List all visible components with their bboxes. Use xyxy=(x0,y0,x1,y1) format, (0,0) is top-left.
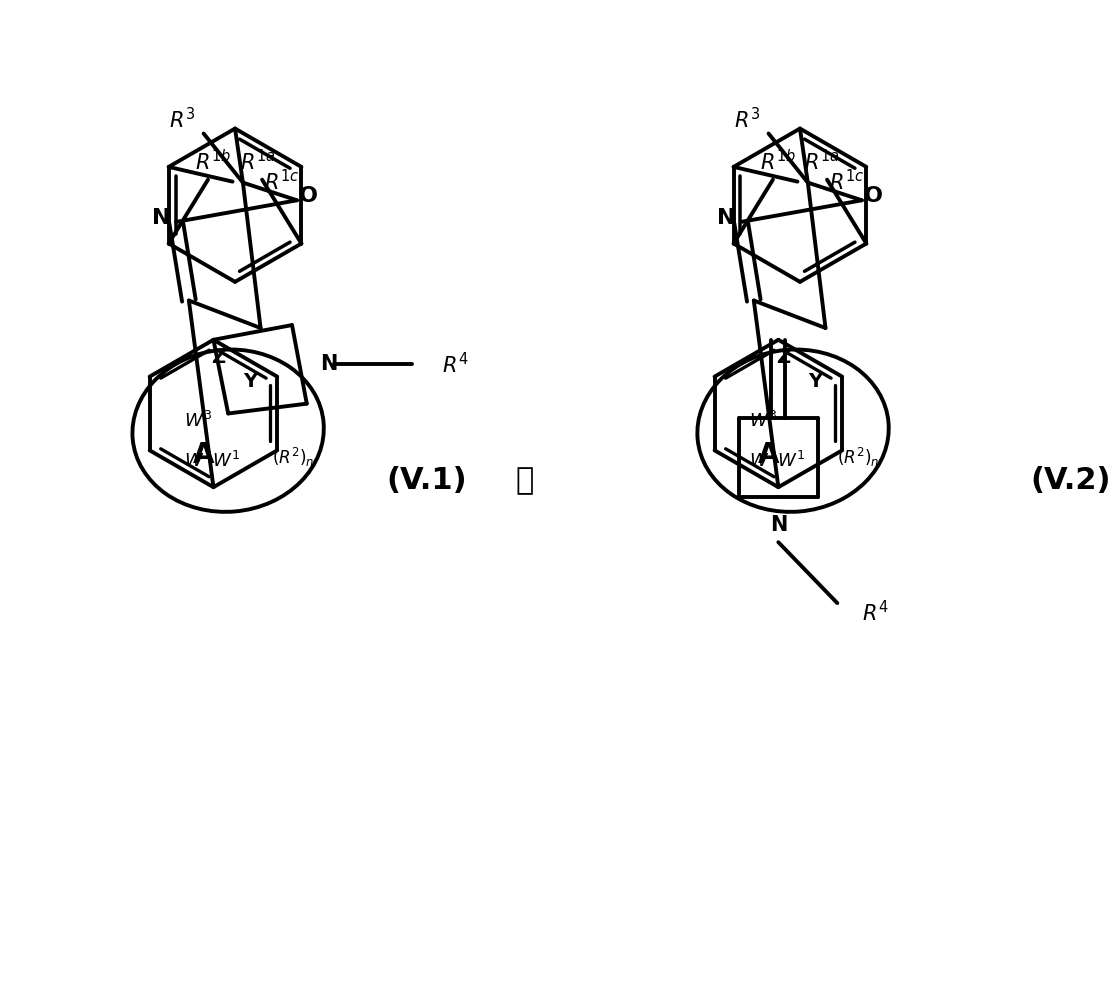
Text: $W^{3}$: $W^{3}$ xyxy=(184,412,211,431)
Text: A: A xyxy=(192,441,215,469)
Text: N: N xyxy=(320,355,338,375)
Text: $R^{1a}$: $R^{1a}$ xyxy=(805,149,839,175)
Text: (V.2): (V.2) xyxy=(1029,466,1110,495)
Text: $W^{1}$: $W^{1}$ xyxy=(777,451,805,471)
Text: $R^{3}$: $R^{3}$ xyxy=(169,107,195,132)
Text: 或: 或 xyxy=(516,466,534,495)
Text: $(R^{2})_{n}$: $(R^{2})_{n}$ xyxy=(837,446,880,469)
Text: A: A xyxy=(758,441,779,469)
Text: O: O xyxy=(864,186,883,207)
Text: $W^{2}$: $W^{2}$ xyxy=(749,451,777,471)
Text: (V.1): (V.1) xyxy=(386,466,467,495)
Text: $R^{3}$: $R^{3}$ xyxy=(734,107,760,132)
Text: O: O xyxy=(299,186,318,207)
Text: Z: Z xyxy=(777,348,790,367)
Text: $W^{1}$: $W^{1}$ xyxy=(211,451,239,471)
Text: Y: Y xyxy=(808,372,822,391)
Text: $R^{4}$: $R^{4}$ xyxy=(442,352,469,377)
Text: $R^{1c}$: $R^{1c}$ xyxy=(829,169,864,194)
Text: Y: Y xyxy=(244,372,257,391)
Text: N: N xyxy=(717,208,735,228)
Text: $R^{1b}$: $R^{1b}$ xyxy=(760,149,796,175)
Text: N: N xyxy=(152,208,170,228)
Text: $(R^{2})_{n}$: $(R^{2})_{n}$ xyxy=(272,446,314,469)
Text: N: N xyxy=(770,515,787,535)
Text: $R^{1c}$: $R^{1c}$ xyxy=(264,169,299,194)
Text: $R^{4}$: $R^{4}$ xyxy=(862,600,888,625)
Text: $R^{1b}$: $R^{1b}$ xyxy=(195,149,231,175)
Text: $W^{2}$: $W^{2}$ xyxy=(184,451,211,471)
Text: $W^{3}$: $W^{3}$ xyxy=(749,412,777,431)
Text: $R^{1a}$: $R^{1a}$ xyxy=(239,149,275,175)
Text: Z: Z xyxy=(211,348,225,367)
